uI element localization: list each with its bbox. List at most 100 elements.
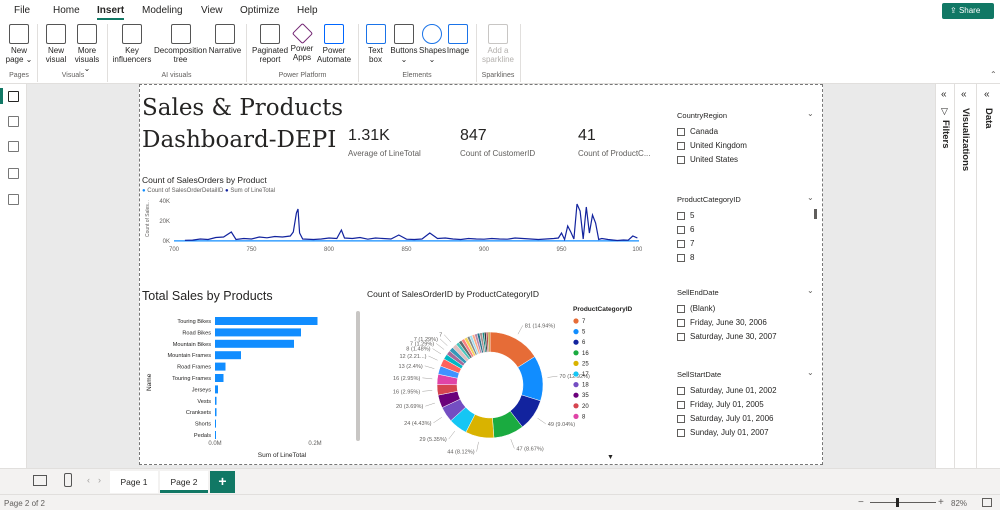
slicer-item[interactable]: 8: [677, 253, 817, 262]
menu-help[interactable]: Help: [297, 5, 318, 16]
add-sparkline-button[interactable]: Add a sparkline: [480, 22, 516, 64]
key-influencers-button[interactable]: Key influencers: [111, 22, 153, 64]
donut-chart-visual[interactable]: Count of SalesOrderID by ProductCategory…: [365, 289, 665, 465]
slicer-productcategoryid[interactable]: ProductCategoryID ⌄ 5 6 7 8: [677, 193, 817, 262]
slicer-item[interactable]: Friday, July 01, 2005: [677, 400, 817, 409]
slicer-scrollbar[interactable]: [814, 209, 817, 219]
narrative-button[interactable]: Narrative: [208, 22, 242, 55]
data-pane[interactable]: « Data: [977, 84, 1000, 468]
image-button[interactable]: Image: [445, 22, 471, 55]
menu-modeling[interactable]: Modeling: [142, 5, 183, 16]
kpi-label: Count of ProductC...: [578, 149, 651, 158]
checkbox[interactable]: [677, 141, 685, 150]
checkbox[interactable]: [677, 400, 685, 409]
menu-insert[interactable]: Insert: [97, 5, 125, 20]
checkbox[interactable]: [677, 318, 685, 327]
x-tick-label: 750: [246, 247, 257, 253]
report-view-icon[interactable]: [8, 91, 19, 102]
kpi-card-avg-linetotal[interactable]: 1.31K Average of LineTotal: [348, 127, 421, 158]
checkbox[interactable]: [677, 428, 685, 437]
zoom-in-icon[interactable]: +: [938, 497, 944, 508]
bar-chart-visual[interactable]: Total Sales by Products Touring Bikes Roa…: [142, 289, 352, 465]
kpi-card-product-count[interactable]: 41 Count of ProductC...: [578, 127, 650, 158]
menu-view[interactable]: View: [201, 5, 223, 16]
slicer-item[interactable]: Saturday, June 30, 2007: [677, 332, 817, 341]
checkbox[interactable]: [677, 239, 685, 248]
mobile-layout-icon[interactable]: [64, 473, 72, 487]
new-page-button[interactable]: New page ⌄: [4, 22, 34, 64]
slicer-item[interactable]: 5: [677, 211, 817, 220]
share-button[interactable]: ⇪ Share: [942, 3, 994, 19]
slicer-item-label: 6: [690, 225, 695, 234]
previous-page-icon[interactable]: ‹: [87, 475, 90, 485]
more-visuals-button[interactable]: More visuals ⌄: [71, 22, 103, 73]
legend-scroll-down-icon[interactable]: ▼: [607, 454, 614, 461]
slicer-sellenddate[interactable]: SellEndDate ⌄ (Blank) Friday, June 30, 2006…: [677, 286, 817, 341]
expand-filters-icon[interactable]: «: [941, 89, 947, 100]
dax-query-view-icon[interactable]: [8, 168, 19, 179]
checkbox[interactable]: [677, 253, 685, 262]
slicer-item[interactable]: Sunday, July 01, 2007: [677, 428, 817, 437]
tmdl-view-icon[interactable]: [8, 194, 19, 205]
checkbox[interactable]: [677, 304, 685, 313]
fit-to-page-icon[interactable]: [982, 498, 992, 507]
zoom-slider[interactable]: [870, 502, 936, 503]
zoom-slider-thumb[interactable]: [896, 498, 899, 507]
desktop-layout-icon[interactable]: [33, 475, 47, 486]
slicer-item[interactable]: 6: [677, 225, 817, 234]
table-view-icon[interactable]: [8, 116, 19, 127]
collapse-ribbon-icon[interactable]: ⌃: [990, 70, 997, 79]
new-visual-button[interactable]: New visual: [42, 22, 70, 64]
next-page-icon[interactable]: ›: [98, 475, 101, 485]
legend-label: 18: [582, 383, 589, 389]
slicer-item[interactable]: Friday, June 30, 2006: [677, 318, 817, 327]
data-pane-label: Data: [983, 108, 994, 129]
slicer-item[interactable]: (Blank): [677, 304, 817, 313]
tab-page-1[interactable]: Page 1: [110, 471, 158, 493]
slicer-countryregion[interactable]: CountryRegion ⌄ Canada United Kingdom United…: [677, 109, 817, 164]
menu-optimize[interactable]: Optimize: [240, 5, 280, 16]
checkbox[interactable]: [677, 414, 685, 423]
expand-data-icon[interactable]: «: [984, 89, 990, 100]
checkbox[interactable]: [677, 155, 685, 164]
checkbox[interactable]: [677, 225, 685, 234]
chevron-down-icon[interactable]: ⌄: [807, 109, 814, 118]
kpi-card-customer-count[interactable]: 847 Count of CustomerID: [460, 127, 535, 158]
shapes-button[interactable]: Shapes ⌄: [419, 22, 446, 64]
slicer-item[interactable]: 7: [677, 239, 817, 248]
checkbox[interactable]: [677, 127, 685, 136]
visualizations-pane[interactable]: « Visualizations: [955, 84, 977, 468]
slicer-item[interactable]: United States: [677, 155, 817, 164]
category-label: Road Frames: [177, 365, 211, 371]
slicer-item[interactable]: Saturday, July 01, 2006: [677, 414, 817, 423]
slicer-sellstartdate[interactable]: SellStartDate ⌄ Saturday, June 01, 2002 Fri…: [677, 368, 817, 437]
ribbon: New page ⌄ Pages New visual More visuals…: [0, 22, 1000, 84]
slicer-item[interactable]: Canada: [677, 127, 817, 136]
model-view-icon[interactable]: [8, 141, 19, 152]
power-apps-button[interactable]: Power Apps: [289, 22, 315, 62]
tab-page-2[interactable]: Page 2: [160, 471, 208, 493]
slicer-item[interactable]: United Kingdom: [677, 141, 817, 150]
checkbox[interactable]: [677, 386, 685, 395]
checkbox[interactable]: [677, 332, 685, 341]
expand-visualizations-icon[interactable]: «: [961, 89, 967, 100]
decomposition-tree-button[interactable]: Decomposition tree: [153, 22, 208, 64]
menu-home[interactable]: Home: [53, 5, 80, 16]
chevron-down-icon[interactable]: ⌄: [807, 286, 814, 295]
paginated-report-button[interactable]: Paginated report: [251, 22, 289, 64]
power-automate-button[interactable]: Power Automate: [315, 22, 353, 64]
group-pages: Pages: [9, 72, 29, 79]
text-box-button[interactable]: Text box: [362, 22, 389, 64]
chevron-down-icon[interactable]: ⌄: [807, 193, 814, 202]
buttons-button[interactable]: Buttons ⌄: [389, 22, 419, 64]
checkbox[interactable]: [677, 211, 685, 220]
slicer-item[interactable]: Saturday, June 01, 2002: [677, 386, 817, 395]
line-chart-visual[interactable]: Count of SalesOrders by Product ● Count …: [142, 175, 642, 265]
data-label: 44 (8.12%): [447, 450, 474, 456]
add-page-button[interactable]: +: [210, 471, 235, 493]
visual-scrollbar[interactable]: [356, 311, 360, 441]
menu-file[interactable]: File: [14, 5, 31, 16]
filters-pane[interactable]: « ▽ Filters: [935, 84, 955, 468]
zoom-out-icon[interactable]: −: [858, 497, 864, 508]
chevron-down-icon[interactable]: ⌄: [807, 368, 814, 377]
